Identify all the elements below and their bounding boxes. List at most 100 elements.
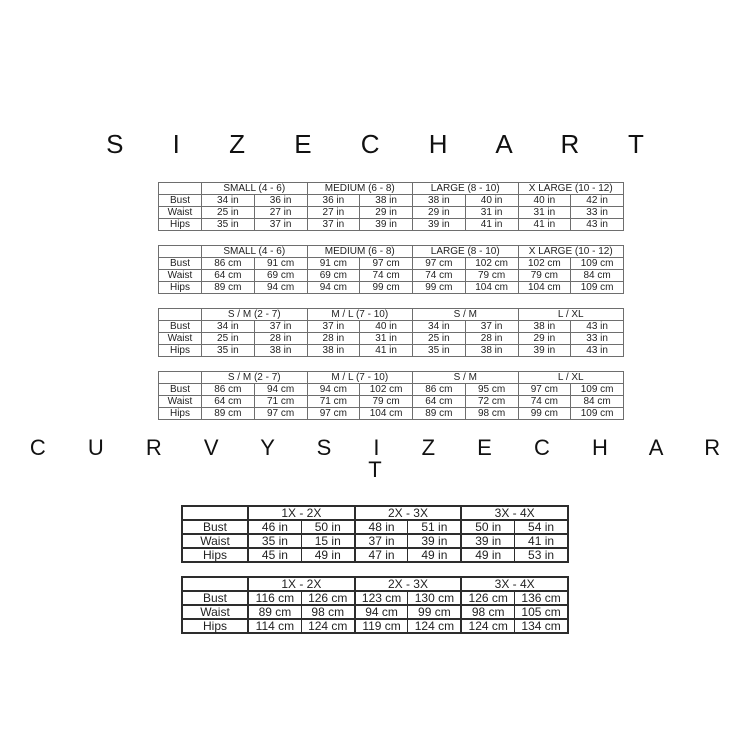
measurement-row: Waist 25 in 27 in 27 in 29 in 29 in 31 in 31 in… xyxy=(158,206,624,219)
size-group-header: 1X - 2X xyxy=(247,576,355,591)
size-value-cell: 84 cm xyxy=(570,395,624,408)
size-value-cell: 27 in xyxy=(306,206,361,219)
measurement-label: Bust xyxy=(158,194,202,207)
measurement-label: Hips xyxy=(181,547,248,562)
standard-table-inches: SMALL (4 - 6) MEDIUM (6 - 8) LARGE (8 - 10… xyxy=(158,182,624,231)
size-value-cell: 119 cm xyxy=(353,618,408,633)
measurement-label: Bust xyxy=(158,257,202,270)
measurement-row: Hips 89 cm 94 cm 94 cm 99 cm 99 cm 104 cm 104 c… xyxy=(158,281,624,294)
size-value-cell: 136 cm xyxy=(514,590,568,605)
size-group-header: S / M xyxy=(412,371,519,384)
size-group-header: LARGE (8 - 10) xyxy=(412,182,519,195)
size-value-cell: 104 cm xyxy=(359,407,413,420)
size-value-cell: 134 cm xyxy=(514,618,568,633)
size-value-cell: 38 in xyxy=(464,344,519,357)
size-value-cell: 69 cm xyxy=(306,269,361,282)
size-value-cell: 109 cm xyxy=(570,407,624,420)
size-value-cell: 54 in xyxy=(514,519,568,534)
corner-cell xyxy=(181,576,248,591)
measurement-label: Waist xyxy=(158,269,202,282)
size-value-cell: 37 in xyxy=(253,320,308,333)
size-value-cell: 25 in xyxy=(201,332,255,345)
size-value-cell: 33 in xyxy=(570,206,624,219)
size-value-cell: 99 cm xyxy=(412,281,466,294)
size-value-cell: 98 cm xyxy=(300,604,355,619)
size-value-cell: 41 in xyxy=(359,344,413,357)
page-title: S I Z E C H A R T xyxy=(106,129,657,159)
size-value-cell: 99 cm xyxy=(359,281,413,294)
size-value-cell: 28 in xyxy=(464,332,519,345)
size-value-cell: 50 in xyxy=(300,519,355,534)
corner-cell xyxy=(181,505,248,520)
measurement-row: Waist 25 in 28 in 28 in 31 in 25 in 28 in 29 in… xyxy=(158,332,624,345)
size-value-cell: 51 in xyxy=(407,519,462,534)
size-value-cell: 42 in xyxy=(570,194,624,207)
size-value-cell: 31 in xyxy=(517,206,572,219)
measurement-label: Bust xyxy=(158,383,202,396)
measurement-label: Waist xyxy=(181,604,248,619)
size-value-cell: 130 cm xyxy=(407,590,462,605)
measurement-label: Waist xyxy=(158,395,202,408)
size-value-cell: 71 cm xyxy=(306,395,361,408)
size-value-cell: 64 cm xyxy=(201,269,255,282)
measurement-row: Hips 45 in 49 in 47 in 49 in 49 in 53 in xyxy=(181,547,568,562)
size-value-cell: 35 in xyxy=(201,218,255,231)
size-value-cell: 79 cm xyxy=(464,269,519,282)
size-group-header: MEDIUM (6 - 8) xyxy=(306,245,413,258)
size-group-header: 3X - 4X xyxy=(460,505,568,520)
size-value-cell: 94 cm xyxy=(253,383,308,396)
size-value-cell: 36 in xyxy=(253,194,308,207)
size-value-cell: 38 in xyxy=(253,344,308,357)
measurement-label: Hips xyxy=(158,281,202,294)
size-value-cell: 53 in xyxy=(514,547,568,562)
corner-cell xyxy=(158,182,202,195)
size-value-cell: 94 cm xyxy=(353,604,408,619)
size-value-cell: 64 cm xyxy=(412,395,466,408)
size-value-cell: 124 cm xyxy=(407,618,462,633)
size-value-cell: 64 cm xyxy=(201,395,255,408)
size-value-cell: 35 in xyxy=(246,533,302,548)
size-group-header: SMALL (4 - 6) xyxy=(201,182,308,195)
size-value-cell: 89 cm xyxy=(201,281,255,294)
size-value-cell: 89 cm xyxy=(412,407,466,420)
size-group-header: 2X - 3X xyxy=(353,505,462,520)
size-value-cell: 86 cm xyxy=(412,383,466,396)
curvy-table-inches: 1X - 2X 2X - 3X 3X - 4X Bust 46 in 50 in 48 in… xyxy=(181,505,569,563)
size-value-cell: 71 cm xyxy=(253,395,308,408)
size-value-cell: 35 in xyxy=(412,344,466,357)
measurement-label: Waist xyxy=(158,206,202,219)
size-value-cell: 40 in xyxy=(359,320,413,333)
size-value-cell: 109 cm xyxy=(570,383,624,396)
size-value-cell: 45 in xyxy=(246,547,302,562)
size-value-cell: 79 cm xyxy=(517,269,572,282)
size-value-cell: 38 in xyxy=(359,194,413,207)
size-value-cell: 37 in xyxy=(306,320,361,333)
size-value-cell: 15 in xyxy=(300,533,355,548)
size-value-cell: 104 cm xyxy=(517,281,572,294)
size-value-cell: 40 in xyxy=(517,194,572,207)
size-value-cell: 91 cm xyxy=(306,257,361,270)
standard-table-cm: SMALL (4 - 6) MEDIUM (6 - 8) LARGE (8 - 10… xyxy=(158,245,624,294)
size-value-cell: 27 in xyxy=(253,206,308,219)
size-value-cell: 124 cm xyxy=(460,618,515,633)
size-value-cell: 41 in xyxy=(517,218,572,231)
size-value-cell: 74 cm xyxy=(412,269,466,282)
size-value-cell: 123 cm xyxy=(353,590,408,605)
size-value-cell: 97 cm xyxy=(253,407,308,420)
measurement-row: Waist 35 in 15 in 37 in 39 in 39 in 41 in xyxy=(181,533,568,548)
size-value-cell: 31 in xyxy=(464,206,519,219)
size-value-cell: 31 in xyxy=(359,332,413,345)
size-value-cell: 39 in xyxy=(359,218,413,231)
size-group-header: S / M (2 - 7) xyxy=(201,371,308,384)
size-value-cell: 33 in xyxy=(570,332,624,345)
size-header-row: SMALL (4 - 6) MEDIUM (6 - 8) LARGE (8 - 10… xyxy=(158,245,624,258)
size-value-cell: 49 in xyxy=(460,547,515,562)
size-group-header: S / M xyxy=(412,308,519,321)
size-value-cell: 89 cm xyxy=(246,604,302,619)
size-value-cell: 43 in xyxy=(570,218,624,231)
size-value-cell: 94 cm xyxy=(306,383,361,396)
size-group-header: 2X - 3X xyxy=(353,576,462,591)
measurement-row: Hips 114 cm 124 cm 119 cm 124 cm 124 cm 134 cm xyxy=(181,618,568,633)
